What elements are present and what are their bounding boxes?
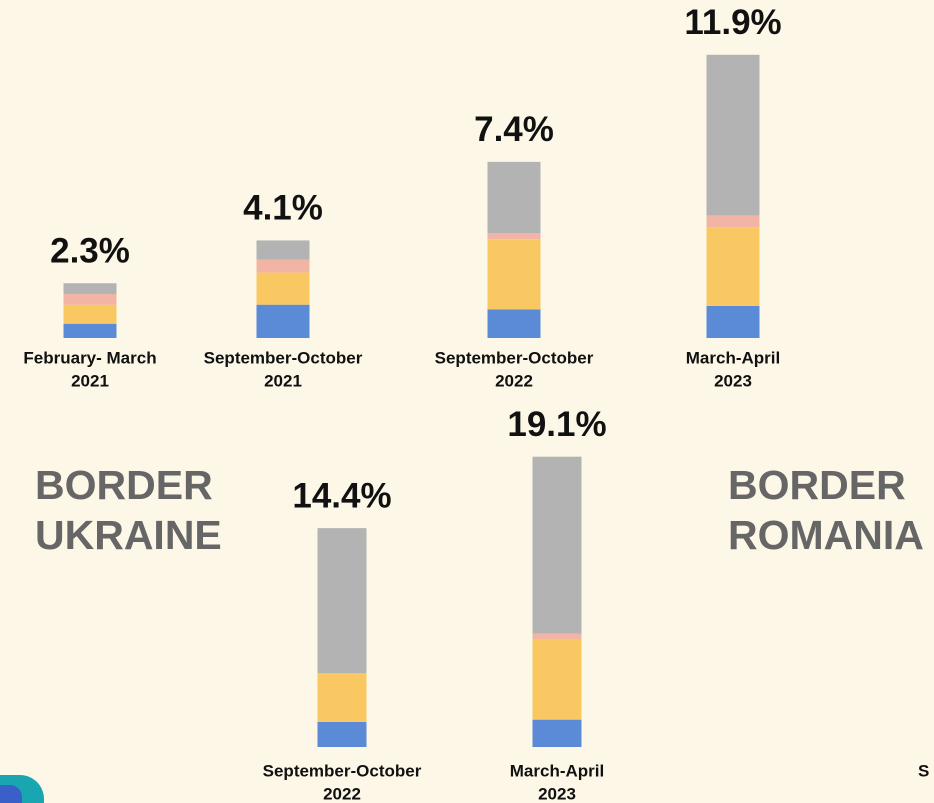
bar-segment xyxy=(706,54,760,216)
bar-segment xyxy=(256,240,310,260)
bar-segment xyxy=(532,633,582,640)
total-label: 11.9% xyxy=(684,3,781,42)
bar-segment xyxy=(317,721,367,747)
bar-segment xyxy=(256,259,310,273)
bar-segment xyxy=(706,227,760,306)
total-label: 4.1% xyxy=(243,189,323,228)
bar-segment xyxy=(256,304,310,338)
logo xyxy=(0,785,22,803)
bar-segment xyxy=(63,323,117,338)
border-label: BORDER xyxy=(35,462,213,508)
bar-segment xyxy=(487,161,541,234)
bar-segment xyxy=(317,528,367,674)
category-label: March-April xyxy=(510,761,604,780)
category-label: 2023 xyxy=(714,371,752,390)
bar-segment xyxy=(487,239,541,310)
bar-segment xyxy=(532,719,582,747)
total-label: 19.1% xyxy=(507,405,606,444)
category-label: 2021 xyxy=(264,371,302,390)
category-label: September-October xyxy=(435,348,594,367)
bar-segment xyxy=(63,293,117,305)
bar-segment xyxy=(532,639,582,720)
category-label: 2022 xyxy=(495,371,533,390)
bar-segment xyxy=(317,673,367,722)
category-label: 2021 xyxy=(71,371,109,390)
total-label: 2.3% xyxy=(50,232,130,271)
category-label: February- March xyxy=(23,348,156,367)
bar-segment xyxy=(532,456,582,634)
category-label: 2022 xyxy=(323,784,361,803)
bar-segment xyxy=(487,233,541,240)
cut-off-label: S xyxy=(918,761,929,780)
bar-segment xyxy=(706,215,760,228)
total-label: 7.4% xyxy=(474,110,554,149)
category-label: 2023 xyxy=(538,784,576,803)
total-label: 14.4% xyxy=(292,476,391,515)
bar-segment xyxy=(256,272,310,305)
border-label: UKRAINE xyxy=(35,512,222,558)
bar-segment xyxy=(706,305,760,338)
category-label: September-October xyxy=(263,761,422,780)
border-label: ROMANIA xyxy=(728,512,924,558)
bar-segment xyxy=(63,304,117,324)
bar-segment xyxy=(487,309,541,338)
border-label: BORDER xyxy=(728,462,906,508)
category-label: March-April xyxy=(686,348,780,367)
category-label: September-October xyxy=(204,348,363,367)
bar-segment xyxy=(63,283,117,294)
